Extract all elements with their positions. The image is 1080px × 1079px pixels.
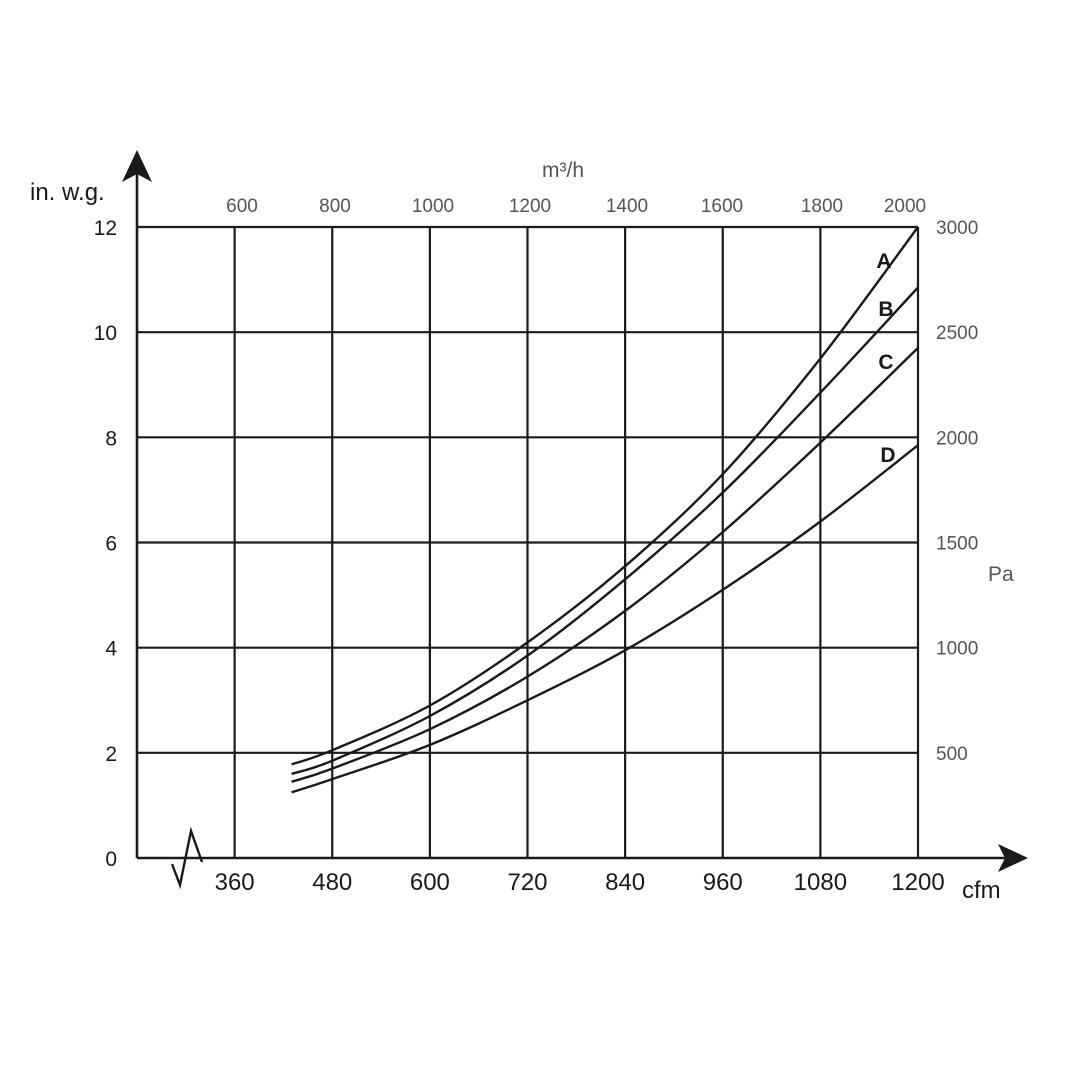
x-tick-label: 1080 bbox=[794, 869, 847, 896]
y-tick-label: 8 bbox=[105, 427, 117, 450]
series-label-d: D bbox=[880, 444, 895, 467]
series-label-a: A bbox=[876, 250, 891, 273]
y2-axis-label: Pa bbox=[988, 563, 1014, 586]
x2-axis-label: m³/h bbox=[542, 159, 584, 182]
axis-break-icon bbox=[170, 826, 204, 890]
y2-tick-label: 1000 bbox=[936, 639, 978, 660]
y-axis-label: in. w.g. bbox=[30, 179, 105, 206]
axes bbox=[122, 150, 1028, 890]
x-tick-label: 1200 bbox=[891, 869, 944, 896]
grid bbox=[137, 225, 920, 858]
y2-tick-label: 2000 bbox=[936, 428, 978, 449]
x2-tick-label: 1600 bbox=[701, 196, 743, 217]
x-tick-label: 960 bbox=[703, 869, 743, 896]
x-tick-label: 600 bbox=[410, 869, 450, 896]
y2-tick-label: 2500 bbox=[936, 323, 978, 344]
x-tick-label: 720 bbox=[507, 869, 547, 896]
x-tick-label: 840 bbox=[605, 869, 645, 896]
series-label-c: C bbox=[878, 351, 893, 374]
series: A B C D bbox=[291, 226, 919, 794]
x2-tick-label: 600 bbox=[226, 196, 258, 217]
x-tick-label: 360 bbox=[215, 869, 255, 896]
x2-tick-label: 800 bbox=[319, 196, 351, 217]
x2-tick-label: 1200 bbox=[509, 196, 551, 217]
series-line-a bbox=[291, 226, 919, 766]
y2-tick-label: 3000 bbox=[936, 218, 978, 239]
x2-tick-label: 1000 bbox=[412, 196, 454, 217]
y-tick-label: 2 bbox=[105, 743, 117, 766]
y-tick-label: 0 bbox=[105, 848, 117, 871]
x-tick-label: 480 bbox=[312, 869, 352, 896]
x2-tick-label: 2000 bbox=[884, 196, 926, 217]
tick-labels: 0 2 4 6 8 10 12 360 480 600 720 840 960 1080 1200 600 80… bbox=[94, 196, 979, 896]
series-line-d bbox=[291, 444, 919, 794]
y-axis-arrow-icon bbox=[122, 150, 152, 182]
y-tick-label: 6 bbox=[105, 533, 117, 556]
series-line-b bbox=[291, 286, 919, 776]
x2-tick-label: 1400 bbox=[606, 196, 648, 217]
y-tick-label: 10 bbox=[94, 322, 117, 345]
x-axis-arrow-icon bbox=[998, 844, 1028, 872]
x-axis-label: cfm bbox=[962, 877, 1001, 904]
y-tick-label: 4 bbox=[105, 638, 117, 661]
y-tick-label: 12 bbox=[94, 217, 117, 240]
y2-tick-label: 500 bbox=[936, 744, 968, 765]
y2-tick-label: 1500 bbox=[936, 534, 978, 555]
series-line-c bbox=[291, 347, 919, 783]
series-label-b: B bbox=[878, 298, 893, 321]
x2-tick-label: 1800 bbox=[801, 196, 843, 217]
